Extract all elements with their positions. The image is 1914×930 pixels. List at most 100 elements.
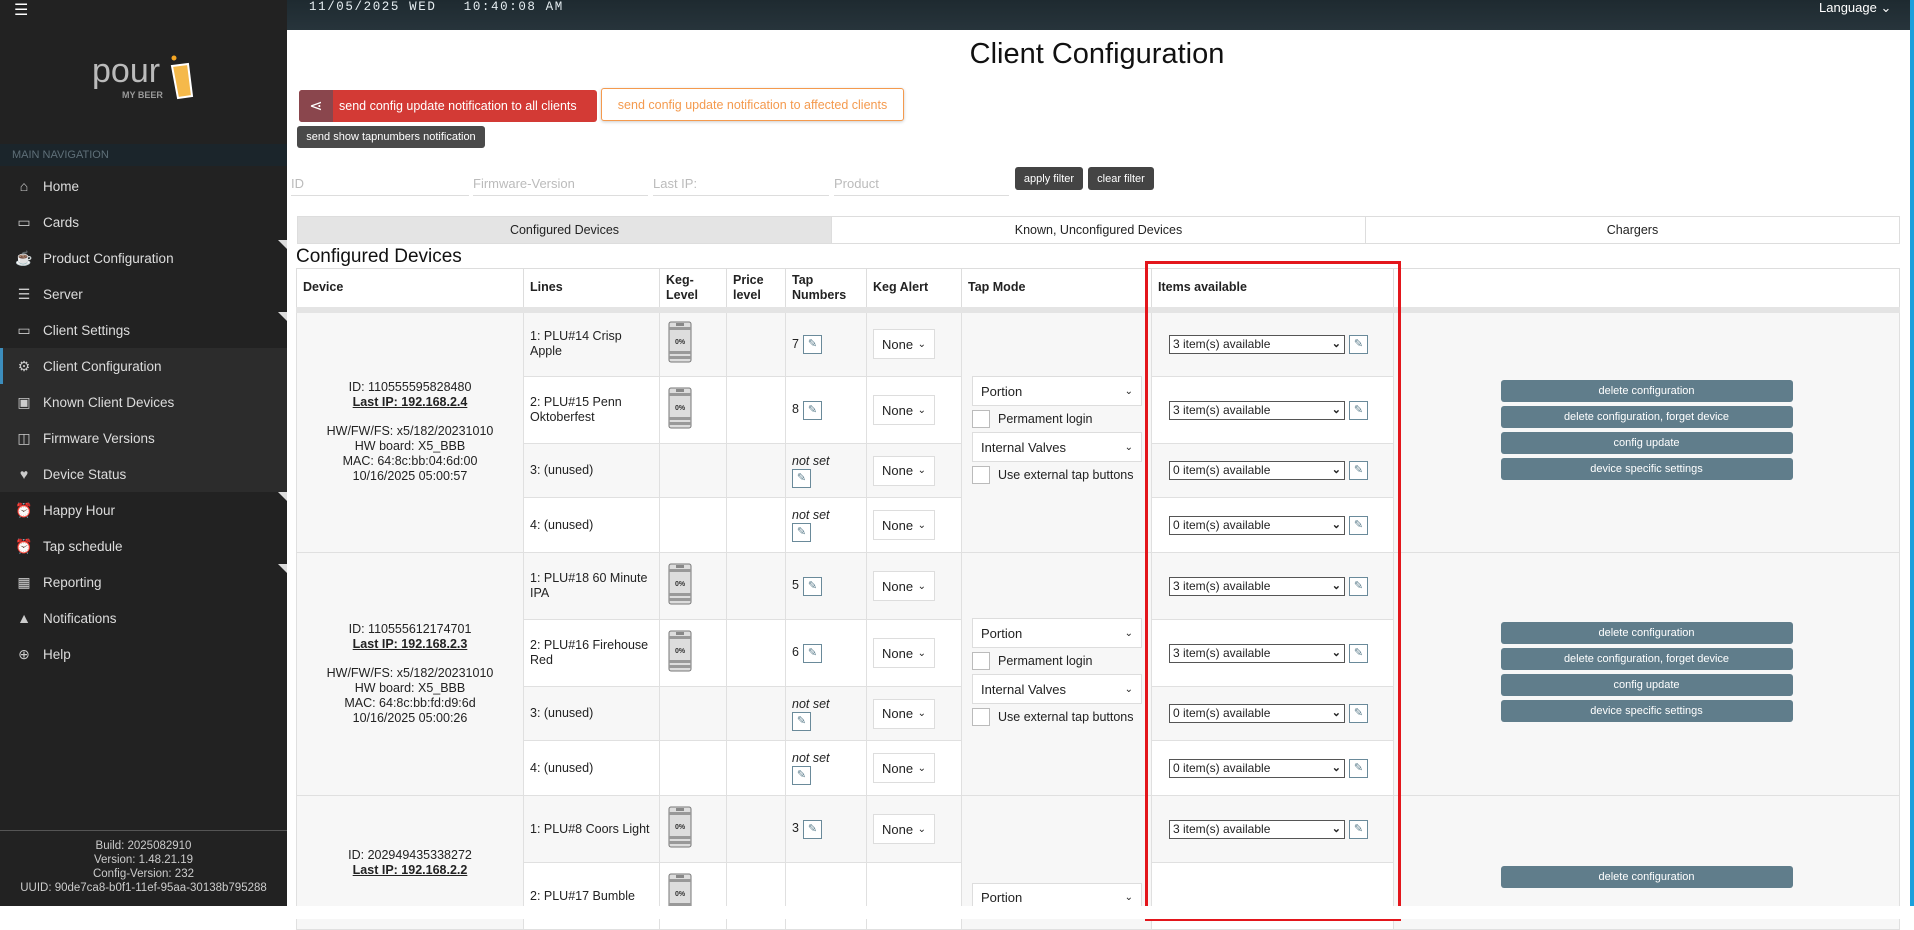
edit-tap-icon[interactable]: ✎ [792, 468, 811, 488]
valve-select[interactable]: Internal Valves ⌄ [972, 674, 1142, 704]
sidebar-item-reporting[interactable]: ▦ Reporting [0, 564, 287, 600]
edit-items-icon[interactable]: ✎ [1349, 643, 1368, 663]
tab-chargers[interactable]: Chargers [1365, 217, 1899, 243]
checkbox-box[interactable] [972, 652, 990, 670]
edit-items-icon[interactable]: ✎ [1349, 334, 1368, 354]
line-name: 4: (unused) [530, 760, 594, 775]
tab-configured[interactable]: Configured Devices [298, 217, 831, 243]
sidebar-item-notifications[interactable]: ▲ Notifications [0, 600, 287, 636]
edit-tap-icon[interactable]: ✎ [802, 643, 822, 663]
keg-alert-select[interactable]: None ⌄ [873, 329, 935, 360]
language-dropdown[interactable]: Language ⌄ [1819, 0, 1892, 15]
sidebar-item-client-configuration[interactable]: ⚙ Client Configuration [0, 348, 287, 384]
sidebar-item-firmware-versions[interactable]: ◫ Firmware Versions [0, 420, 287, 456]
keg-alert-select[interactable]: None ⌄ [873, 814, 935, 844]
edit-items-icon[interactable]: ✎ [1349, 704, 1368, 723]
send-config-affected-button[interactable]: send config update notification to affec… [601, 88, 904, 121]
sidebar-item-device-status[interactable]: ♥ Device Status [0, 456, 287, 492]
device-specific-settings-button[interactable]: device specific settings [1500, 700, 1793, 722]
sidebar-item-home[interactable]: ⌂ Home [0, 168, 287, 204]
keg-alert-select[interactable]: None ⌄ [873, 395, 935, 425]
edit-items-icon[interactable]: ✎ [1349, 461, 1368, 480]
edit-tap-icon[interactable]: ✎ [802, 576, 822, 596]
tap-number: 6 [792, 645, 799, 660]
tap-mode-select[interactable]: Portion ⌄ [972, 376, 1142, 407]
sidebar-item-help[interactable]: ⊕ Help [0, 636, 287, 672]
config-update-button[interactable]: config update [1500, 432, 1793, 455]
config-update-button[interactable]: config update [1500, 674, 1793, 696]
sidebar-item-server[interactable]: ☰ Server [0, 276, 287, 312]
items-available-select[interactable]: 0 item(s) available ⌄ [1169, 704, 1345, 723]
edit-tap-icon[interactable]: ✎ [792, 523, 811, 542]
clear-filter-button[interactable]: clear filter [1088, 167, 1154, 190]
last-ip-link[interactable]: Last IP: 192.168.2.2 [352, 862, 468, 877]
external-tap-buttons-checkbox[interactable]: Use external tap buttons [972, 708, 1151, 726]
edit-items-icon[interactable]: ✎ [1349, 400, 1368, 420]
valve-select[interactable]: Internal Valves ⌄ [972, 432, 1142, 463]
edit-tap-icon[interactable]: ✎ [802, 334, 822, 354]
keg-alert-select[interactable]: None ⌄ [873, 455, 935, 486]
keg-alert-select[interactable]: None ⌄ [873, 510, 935, 540]
tap-mode-select[interactable]: Portion ⌄ [972, 618, 1142, 648]
last-ip-link[interactable]: Last IP: 192.168.2.4 [352, 395, 468, 410]
scrollbar[interactable] [1910, 0, 1914, 919]
edit-items-icon[interactable]: ✎ [1349, 515, 1368, 535]
edit-tap-icon[interactable]: ✎ [792, 766, 811, 785]
permanent-login-checkbox[interactable]: Permament login [972, 652, 1151, 670]
send-tapnumbers-button[interactable]: send show tapnumbers notification [297, 126, 485, 148]
send-config-all-button[interactable]: ⋖ send config update notification to all … [299, 90, 597, 122]
firmware-filter[interactable] [473, 171, 648, 196]
column-header: Tap Mode [961, 268, 1152, 313]
tap-number: 7 [792, 336, 799, 351]
hamburger-icon[interactable]: ☰ [14, 2, 29, 19]
delete-forget-device-button[interactable]: delete configuration, forget device [1500, 648, 1793, 670]
chevron-down-icon: ⌄ [1331, 707, 1341, 719]
edit-tap-icon[interactable]: ✎ [802, 400, 822, 420]
items-available-select[interactable]: 3 item(s) available ⌄ [1169, 819, 1345, 839]
id-filter[interactable] [291, 171, 469, 196]
ip-filter[interactable] [653, 171, 829, 196]
sidebar-item-happy-hour[interactable]: ⏰ Happy Hour [0, 492, 287, 528]
chevron-down-icon: ⌄ [1124, 441, 1133, 453]
external-tap-buttons-checkbox[interactable]: Use external tap buttons [972, 466, 1151, 485]
items-available-select[interactable]: 0 item(s) available ⌄ [1169, 758, 1345, 778]
delete-configuration-button[interactable]: delete configuration [1500, 622, 1793, 644]
items-available-select[interactable]: 0 item(s) available ⌄ [1169, 461, 1345, 480]
keg-alert-select[interactable]: None ⌄ [873, 571, 935, 601]
keg-alert-select[interactable]: None ⌄ [873, 638, 935, 668]
reporting-icon: ▦ [17, 573, 31, 590]
last-ip-link[interactable]: Last IP: 192.168.2.3 [352, 637, 468, 651]
edit-tap-icon[interactable]: ✎ [802, 819, 822, 839]
sidebar-item-tap-schedule[interactable]: ⏰ Tap schedule [0, 528, 287, 564]
checkbox-box[interactable] [972, 466, 990, 485]
edit-items-icon[interactable]: ✎ [1349, 758, 1368, 778]
items-available-select[interactable]: 0 item(s) available ⌄ [1169, 515, 1345, 535]
items-available-select[interactable]: 3 item(s) available ⌄ [1169, 334, 1345, 354]
sidebar-item-known-client-devices[interactable]: ▣ Known Client Devices [0, 384, 287, 420]
svg-text:0%: 0% [675, 581, 686, 588]
items-available-cell [1151, 862, 1394, 930]
sidebar-item-label: Reporting [43, 574, 102, 590]
checkbox-box[interactable] [972, 708, 990, 726]
items-available-select[interactable]: 3 item(s) available ⌄ [1169, 400, 1345, 420]
edit-items-icon[interactable]: ✎ [1349, 576, 1368, 596]
delete-configuration-button[interactable]: delete configuration [1500, 380, 1793, 403]
edit-items-icon[interactable]: ✎ [1349, 819, 1368, 839]
sidebar-item-product-configuration[interactable]: ☕ Product Configuration [0, 240, 287, 276]
permanent-login-checkbox[interactable]: Permament login [972, 410, 1151, 429]
sidebar-item-client-settings[interactable]: ▭ Client Settings [0, 312, 287, 348]
apply-filter-button[interactable]: apply filter [1015, 167, 1083, 190]
device-specific-settings-button[interactable]: device specific settings [1500, 458, 1793, 481]
keg-alert-select[interactable]: None ⌄ [873, 753, 935, 783]
keg-alert-select[interactable]: None ⌄ [873, 698, 935, 729]
items-available-select[interactable]: 3 item(s) available ⌄ [1169, 576, 1345, 596]
delete-forget-device-button[interactable]: delete configuration, forget device [1500, 406, 1793, 429]
checkbox-box[interactable] [972, 410, 990, 429]
chevron-down-icon: ⌄ [1124, 385, 1133, 397]
delete-configuration-button[interactable]: delete configuration [1500, 866, 1793, 888]
tab-unconfigured[interactable]: Known, Unconfigured Devices [831, 217, 1365, 243]
sidebar-item-cards[interactable]: ▭ Cards [0, 204, 287, 240]
edit-tap-icon[interactable]: ✎ [792, 711, 811, 731]
product-filter[interactable] [834, 171, 1009, 196]
items-available-select[interactable]: 3 item(s) available ⌄ [1169, 643, 1345, 663]
